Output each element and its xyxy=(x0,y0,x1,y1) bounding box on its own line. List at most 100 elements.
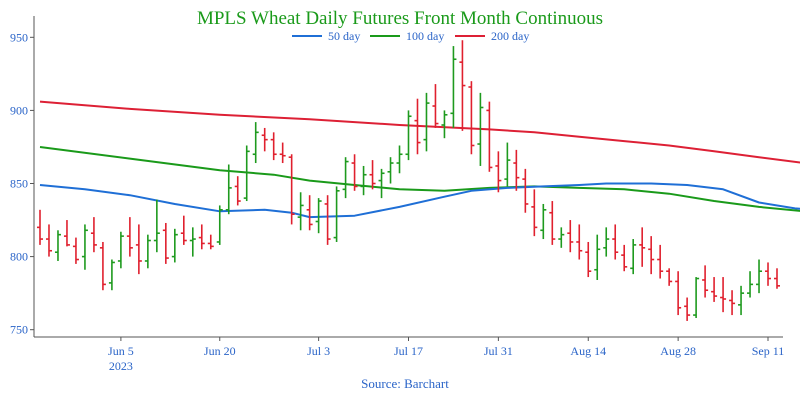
ohlc-bar xyxy=(225,164,232,215)
ohlc-bar xyxy=(378,168,385,199)
ohlc-bar xyxy=(234,176,241,206)
x-tick-sublabel: 2023 xyxy=(109,359,133,373)
y-tick-label: 900 xyxy=(10,103,28,117)
ohlc-bar xyxy=(405,110,412,161)
ohlc-bar xyxy=(288,154,295,225)
ohlc-bar xyxy=(702,265,709,298)
y-tick-label: 750 xyxy=(10,323,28,337)
ma200-line xyxy=(39,100,800,164)
ohlc-bar xyxy=(414,98,421,155)
ohlc-bar xyxy=(144,234,151,269)
ohlc-bar xyxy=(585,241,592,278)
y-axis-ticks: 750 800 850 900 950 xyxy=(10,30,34,337)
ohlc-bar xyxy=(108,259,115,291)
x-tick-label: Aug 28 xyxy=(660,344,696,358)
x-tick-label: Jul 3 xyxy=(307,344,330,358)
ohlc-bar xyxy=(37,209,43,245)
ohlc-bar xyxy=(63,220,70,247)
ohlc-bar xyxy=(675,271,682,316)
ohlc-bar xyxy=(468,81,475,155)
legend-label-ma200: 200 day xyxy=(491,29,529,43)
ohlc-bar xyxy=(738,285,745,316)
x-tick-label: Jun 5 xyxy=(108,344,134,358)
ohlc-bar xyxy=(774,268,780,289)
ohlc-bar xyxy=(639,227,646,267)
x-tick-label: Sep 11 xyxy=(752,344,785,358)
ohlc-bar xyxy=(180,215,187,245)
ohlc-bar xyxy=(630,239,637,275)
x-tick-label: Jul 17 xyxy=(394,344,423,358)
ohlc-bar xyxy=(666,268,673,286)
moving-average-lines xyxy=(39,100,800,219)
ohlc-bar xyxy=(765,262,772,286)
ohlc-bar xyxy=(243,145,250,202)
ohlc-bar xyxy=(693,277,700,318)
ohlc-bar xyxy=(306,195,313,231)
ohlc-bar xyxy=(153,199,160,253)
ohlc-bar xyxy=(504,142,511,187)
legend-label-ma50: 50 day xyxy=(328,29,360,43)
x-tick-label: Jun 20 xyxy=(204,344,236,358)
ohlc-bar xyxy=(684,297,691,321)
ohlc-bar xyxy=(252,122,259,164)
ohlc-bar xyxy=(99,241,106,291)
x-tick-label: Jul 31 xyxy=(484,344,513,358)
ohlc-bar xyxy=(558,227,565,248)
ohlc-bar xyxy=(747,271,754,298)
ohlc-bar xyxy=(162,222,169,264)
ohlc-bar xyxy=(657,244,664,279)
ohlc-bar xyxy=(522,168,529,213)
chart-legend: 50 day 100 day 200 day xyxy=(292,29,529,43)
ohlc-bar xyxy=(441,110,448,139)
ohlc-bar xyxy=(450,46,457,128)
ohlc-bar xyxy=(621,244,628,272)
ohlc-bar xyxy=(729,290,736,316)
ma100-line xyxy=(39,146,800,212)
price-bars xyxy=(37,40,780,321)
ohlc-bar xyxy=(432,84,439,128)
ohlc-bar xyxy=(720,277,727,313)
ohlc-bar xyxy=(351,154,358,191)
ohlc-bar xyxy=(540,203,547,240)
ohlc-bar xyxy=(117,231,124,269)
ohlc-bar xyxy=(216,205,223,245)
ohlc-bar xyxy=(756,259,763,294)
ohlc-bar xyxy=(369,160,376,190)
ohlc-bar xyxy=(72,237,79,264)
ohlc-bar xyxy=(324,195,331,245)
ohlc-bar xyxy=(90,217,97,253)
ohlc-bar xyxy=(387,157,394,184)
y-tick-label: 850 xyxy=(10,177,28,191)
ohlc-bar xyxy=(207,234,214,250)
ma50-line xyxy=(39,182,800,219)
ohlc-bar xyxy=(603,227,610,257)
ohlc-bar xyxy=(549,201,556,245)
ohlc-bar xyxy=(648,236,655,275)
ohlc-bar xyxy=(594,234,601,280)
ohlc-bar xyxy=(342,157,349,199)
ohlc-bar xyxy=(261,127,268,152)
chart-title: MPLS Wheat Daily Futures Front Month Con… xyxy=(197,8,603,29)
ohlc-bar xyxy=(486,101,493,172)
ohlc-bar xyxy=(513,149,520,191)
ohlc-bar xyxy=(612,224,619,260)
x-tick-label: Aug 14 xyxy=(570,344,606,358)
ohlc-bar xyxy=(711,277,718,302)
chart-source: Source: Barchart xyxy=(361,376,449,391)
ohlc-bar xyxy=(495,151,502,193)
ohlc-bar xyxy=(333,186,340,242)
ohlc-bar xyxy=(189,227,196,257)
ohlc-bar xyxy=(45,224,52,257)
ohlc-bar xyxy=(423,92,430,152)
ohlc-bar xyxy=(315,198,322,234)
ohlc-bar xyxy=(567,220,574,253)
ohlc-bar xyxy=(531,189,538,237)
ohlc-bar xyxy=(360,165,367,196)
ohlc-bar xyxy=(297,192,304,231)
ohlc-bar xyxy=(135,224,142,275)
y-tick-label: 950 xyxy=(10,30,28,44)
ohlc-bar xyxy=(477,92,484,166)
